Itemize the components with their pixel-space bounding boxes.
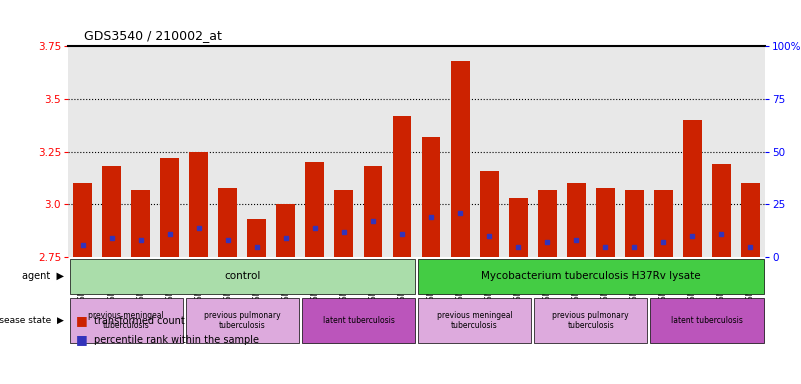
Text: percentile rank within the sample: percentile rank within the sample: [94, 335, 259, 345]
Text: ■: ■: [76, 314, 88, 327]
Bar: [364, 166, 382, 257]
Bar: [392, 116, 412, 257]
Text: previous pulmonary
tuberculosis: previous pulmonary tuberculosis: [553, 311, 629, 330]
Bar: [186, 298, 299, 343]
Bar: [596, 187, 614, 257]
Bar: [73, 183, 92, 257]
Text: latent tuberculosis: latent tuberculosis: [671, 316, 743, 325]
Bar: [335, 190, 353, 257]
Bar: [189, 152, 208, 257]
Text: previous meningeal
tuberculosis: previous meningeal tuberculosis: [88, 311, 164, 330]
Bar: [421, 137, 441, 257]
Bar: [683, 120, 702, 257]
Text: control: control: [224, 271, 260, 281]
Bar: [625, 190, 644, 257]
Bar: [509, 198, 528, 257]
Text: disease state  ▶: disease state ▶: [0, 316, 64, 325]
Text: agent  ▶: agent ▶: [22, 271, 64, 281]
Text: GDS3540 / 210002_at: GDS3540 / 210002_at: [84, 29, 222, 42]
Bar: [741, 183, 760, 257]
Bar: [567, 183, 586, 257]
Bar: [160, 158, 179, 257]
Bar: [103, 166, 121, 257]
Bar: [654, 190, 673, 257]
Bar: [248, 219, 266, 257]
Bar: [219, 187, 237, 257]
Text: ■: ■: [76, 333, 88, 346]
Bar: [534, 298, 647, 343]
Bar: [537, 190, 557, 257]
Bar: [276, 205, 296, 257]
Bar: [131, 190, 150, 257]
Text: Mycobacterium tuberculosis H37Rv lysate: Mycobacterium tuberculosis H37Rv lysate: [481, 271, 701, 281]
Text: previous meningeal
tuberculosis: previous meningeal tuberculosis: [437, 311, 513, 330]
Bar: [302, 298, 415, 343]
Bar: [305, 162, 324, 257]
Bar: [650, 298, 763, 343]
Bar: [712, 164, 731, 257]
Text: previous pulmonary
tuberculosis: previous pulmonary tuberculosis: [204, 311, 280, 330]
Bar: [418, 298, 531, 343]
Bar: [70, 259, 415, 294]
Text: transformed count: transformed count: [94, 316, 184, 326]
Text: latent tuberculosis: latent tuberculosis: [323, 316, 394, 325]
Bar: [451, 61, 469, 257]
Bar: [418, 259, 763, 294]
Bar: [70, 298, 183, 343]
Bar: [480, 170, 498, 257]
